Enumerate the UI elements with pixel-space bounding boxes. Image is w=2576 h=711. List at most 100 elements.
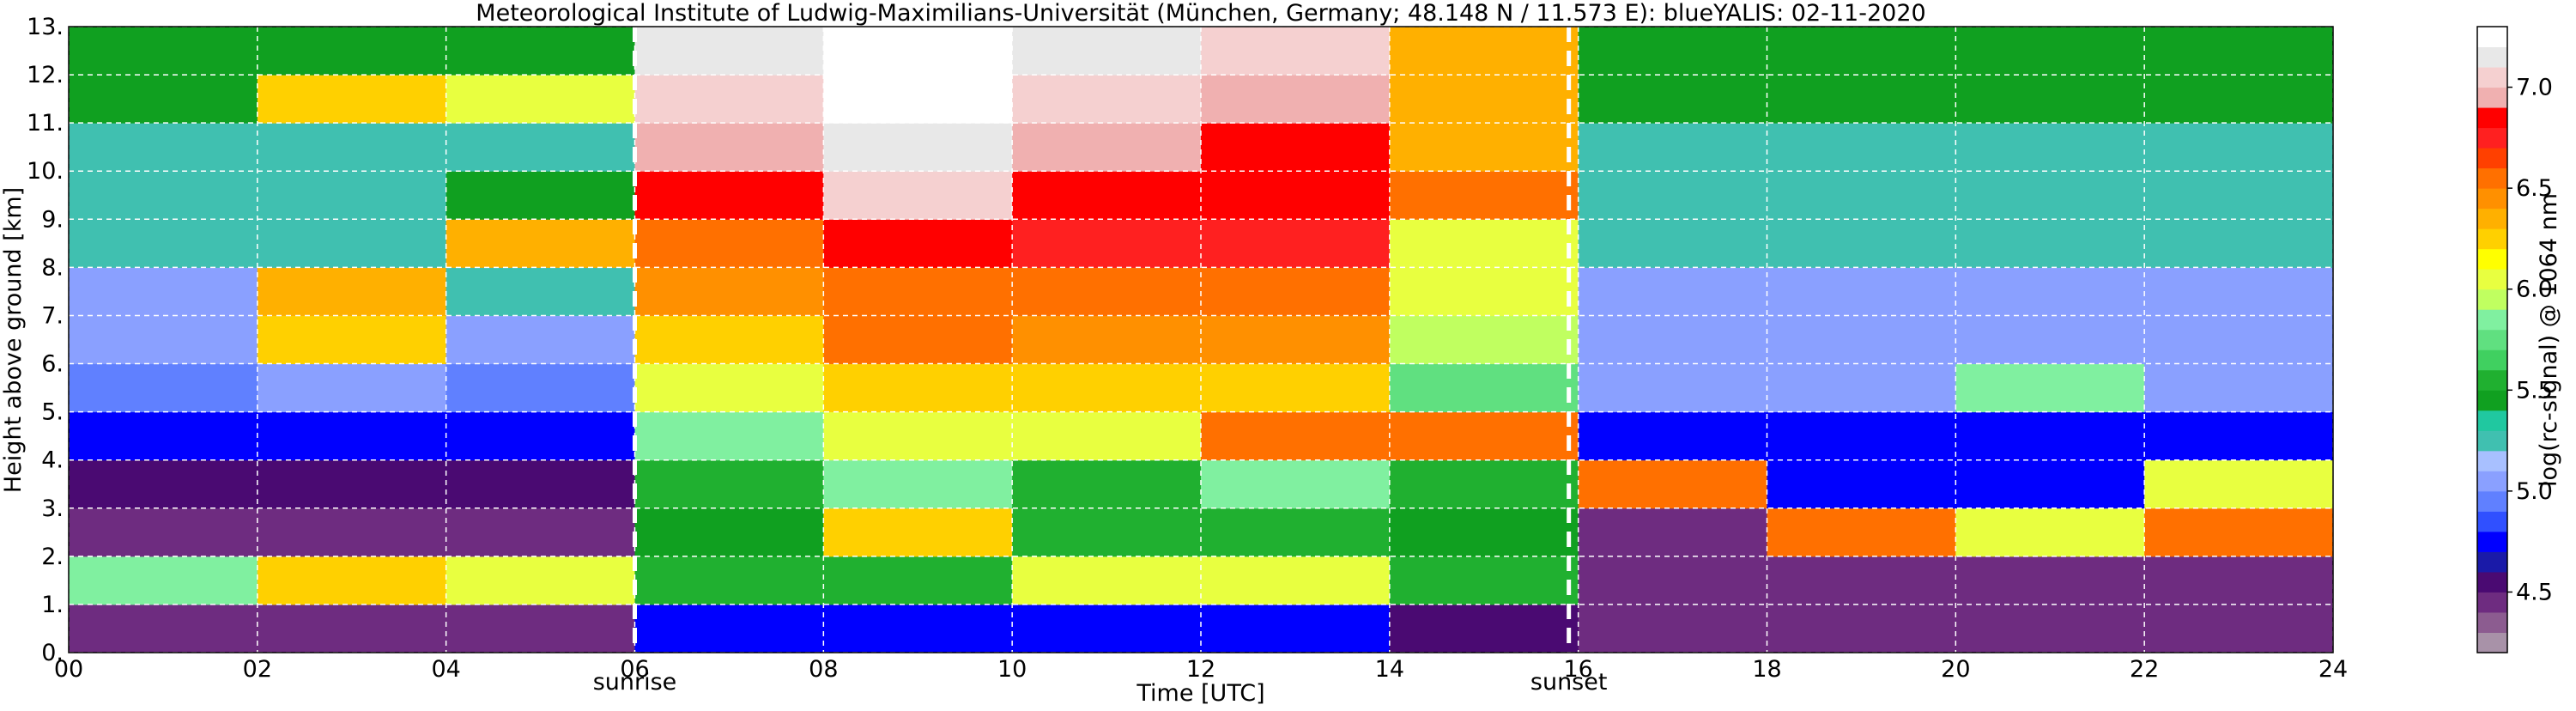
heatmap-cell [1201,604,1391,653]
colorbar-swatch [2477,148,2507,169]
heatmap-cell [69,219,258,268]
heatmap-cell [634,459,824,509]
heatmap-cell [257,75,447,124]
heatmap-cell [2144,27,2334,76]
heatmap-cell [1767,171,1956,220]
heatmap-cell [1955,604,2145,653]
heatmap-cell [1201,411,1391,461]
heatmap-cell [1012,604,1202,653]
heatmap-cell [1201,363,1391,413]
y-tick-label: 2. [41,544,64,570]
heatmap-cell [257,219,447,268]
heatmap-cell [1578,411,1767,461]
x-tick-label: 02 [243,656,272,683]
heatmap-cell [823,411,1013,461]
colorbar-swatch [2477,471,2507,492]
heatmap-cell [257,171,447,220]
heatmap-cell [2144,604,2334,653]
colorbar-tick-label: 4.5 [2516,579,2553,605]
colorbar-swatch [2477,208,2507,229]
y-tick-label: 3. [41,495,64,522]
heatmap-cell [634,219,824,268]
heatmap-cell [1955,123,2145,172]
heatmap-cell [634,123,824,172]
heatmap-cell [1389,363,1579,413]
heatmap-cell [634,171,824,220]
heatmap-cell [1012,267,1202,316]
heatmap-cell [1767,507,1956,557]
colorbar-swatch [2477,188,2507,210]
heatmap-cell [1578,75,1767,124]
heatmap-cell [1955,219,2145,268]
colorbar-swatch [2477,167,2507,189]
heatmap-cell [445,363,635,413]
heatmap-cell [257,556,447,605]
colorbar-swatch [2477,67,2507,88]
heatmap-cell [2144,315,2334,365]
heatmap-cell [2144,411,2334,461]
colorbar-swatch [2477,329,2507,350]
heatmap-cell [69,267,258,316]
heatmap-cell [1012,315,1202,365]
heatmap-cell [1389,411,1579,461]
heatmap-cell [69,507,258,557]
colorbar-swatch [2477,632,2507,653]
heatmap-cell [445,604,635,653]
heatmap-cell [634,507,824,557]
heatmap-cell [257,459,447,509]
colorbar-swatch [2477,390,2507,411]
heatmap-cell [445,267,635,316]
heatmap-cell [1389,459,1579,509]
heatmap-cell [257,411,447,461]
heatmap-cell [1767,27,1956,76]
heatmap-cell [1389,267,1579,316]
x-tick-label: 12 [1186,656,1215,683]
colorbar-tick-label: 5.5 [2516,377,2553,404]
colorbar-tick-label: 5.0 [2516,478,2553,505]
heatmap-cell [69,315,258,365]
heatmap-cell [1955,411,2145,461]
heatmap-cell [257,604,447,653]
x-tick-label: 08 [809,656,838,683]
heatmap-cell [823,556,1013,605]
heatmap-cell [1389,556,1579,605]
colorbar-swatch [2477,611,2507,633]
colorbar-swatch [2477,369,2507,391]
y-tick-label: 12. [27,62,64,88]
heatmap-cell [1201,123,1391,172]
heatmap-cell [69,171,258,220]
y-tick-label: 0. [41,640,64,666]
heatmap-cell [1201,556,1391,605]
heatmap-cell [257,267,447,316]
heatmap-cell [1012,27,1202,76]
heatmap-cell [634,556,824,605]
x-tick-label: 20 [1941,656,1970,683]
heatmap-cell [1012,171,1202,220]
heatmap-cell [634,604,824,653]
heatmap-cell [823,459,1013,509]
heatmap-cell [2144,507,2334,557]
y-tick-label: 4. [41,447,64,474]
heatmap-cell [823,604,1013,653]
x-axis-label: Time [UTC] [1136,680,1264,707]
heatmap-cell [823,123,1013,172]
heatmap-cell [445,75,635,124]
colorbar-swatch [2477,228,2507,250]
heatmap-cell [257,27,447,76]
plot-frame [68,26,2334,653]
heatmap-cell [1767,315,1956,365]
heatmap-cell [1767,123,1956,172]
heatmap-cell [445,27,635,76]
heatmap-cell [1955,556,2145,605]
colorbar-swatch [2477,450,2507,471]
heatmap-cell [634,75,824,124]
y-tick-label: 6. [41,351,64,378]
y-tick-label: 7. [41,302,64,329]
x-tick-label: 24 [2318,656,2348,683]
colorbar-swatch [2477,349,2507,371]
heatmap-cell [1389,123,1579,172]
heatmap-cell [1955,315,2145,365]
heatmap-cell [69,411,258,461]
heatmap-cell [445,219,635,268]
x-tick-label: 00 [54,656,83,683]
